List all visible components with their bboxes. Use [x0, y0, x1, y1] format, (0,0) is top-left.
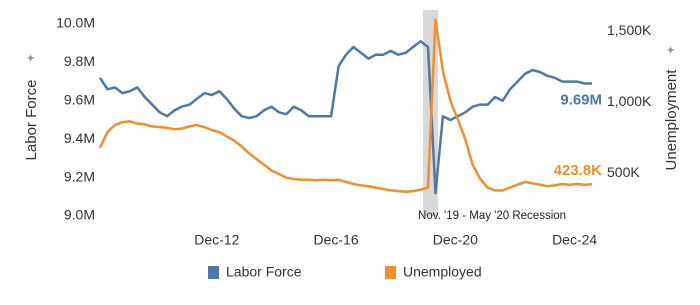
x-tick-label: Dec-12 [194, 232, 239, 248]
y-tick-label: 9.2M [64, 168, 95, 184]
y-tick-label: 9.8M [64, 53, 95, 69]
y2-tick-label: 1,500K [607, 22, 652, 38]
y2-tick-label: 500K [607, 164, 640, 180]
legend-label: Unemployed [403, 264, 482, 280]
y-tick-label: 9.4M [64, 130, 95, 146]
end-label: 423.8K [554, 162, 603, 179]
pin-icon[interactable]: ✦ [24, 53, 38, 63]
legend-swatch [208, 266, 219, 279]
x-tick-label: Dec-24 [552, 232, 597, 248]
y-tick-label: 10.0M [56, 15, 95, 31]
legend-swatch [385, 266, 396, 279]
y-axis-title: Labor Force [23, 80, 40, 161]
x-tick-label: Dec-20 [433, 232, 478, 248]
pin-icon[interactable]: ✦ [664, 45, 678, 55]
y2-axis-title: Unemployment [663, 69, 680, 171]
recession-label: Nov. '19 - May '20 Recession [418, 210, 566, 222]
y-tick-label: 9.0M [64, 207, 95, 223]
series-line [98, 40, 592, 195]
series-line [98, 18, 593, 194]
legend-label: Labor Force [226, 264, 302, 280]
y2-tick-label: 1,000K [607, 93, 652, 109]
x-tick-label: Dec-16 [314, 232, 359, 248]
end-label: 9.69M [560, 91, 602, 108]
y-tick-label: 9.6M [64, 92, 95, 108]
